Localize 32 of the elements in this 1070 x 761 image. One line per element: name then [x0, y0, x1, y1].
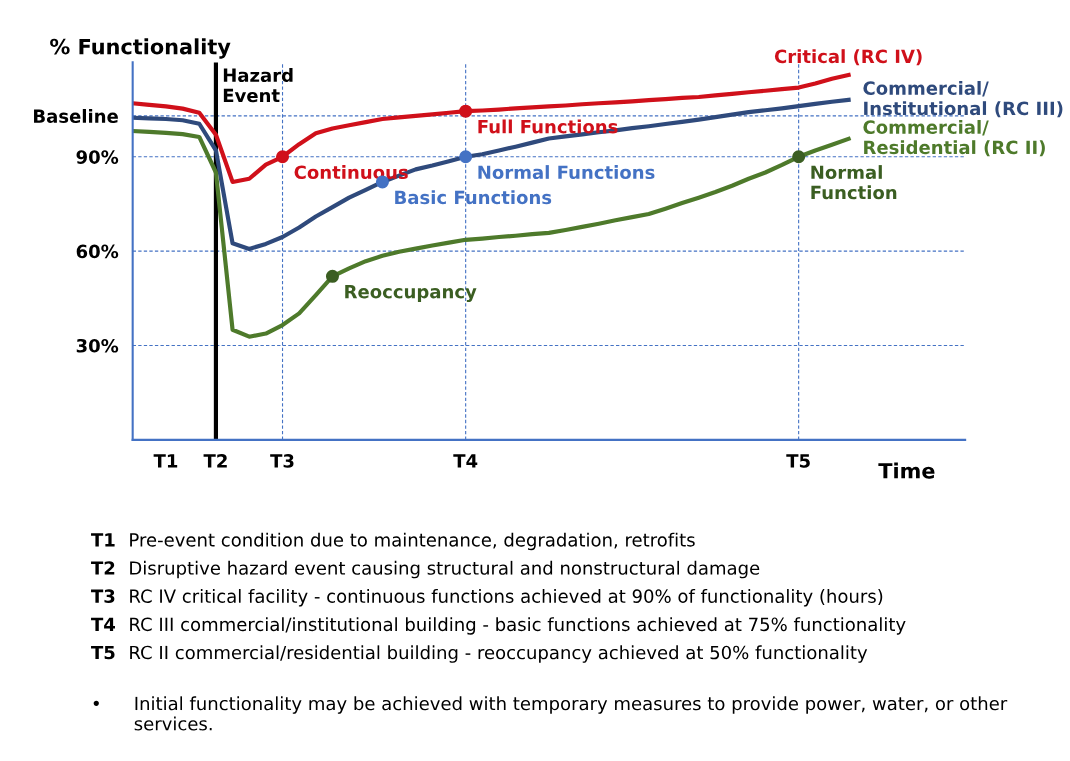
- y-tick-label: 60%: [76, 244, 119, 259]
- text: T2 Disruptive hazard event causing structural and nonstructural damage: [91, 560, 760, 579]
- text: T5 RC II commercial/residential building - reoccupancy achieved at 50% functionality: [91, 645, 868, 663]
- data-label: Normal Function: [811, 165, 897, 200]
- y-tick-label: 30%: [76, 338, 119, 353]
- x-axis-title: Time: [878, 462, 935, 479]
- x-tick-label: T2: [203, 454, 227, 468]
- y-axis-title: % Functionality: [50, 38, 231, 59]
- point: [459, 104, 473, 118]
- x-tick-label: T4: [453, 454, 478, 468]
- text: • Initial functionality may be achieved with temporary measures to provide power, water, or other services.: [93, 696, 1008, 731]
- y-tick-label: Baseline: [34, 109, 118, 123]
- text: T1 Pre-event condition due to maintenance, degradation, retrofits: [91, 532, 695, 551]
- text: T3 RC IV critical facility - continuous functions achieved at 90% of functionality (hours): [91, 589, 883, 607]
- ref-line-label: Hazard Event: [223, 68, 293, 103]
- point: [792, 150, 806, 164]
- data-label: Normal Functions: [478, 165, 655, 180]
- point: [276, 150, 290, 164]
- point: [325, 269, 339, 283]
- x-tick-label: T5: [786, 454, 810, 468]
- x-tick-label: T3: [270, 454, 294, 468]
- series-label: Commercial/ Residential (RC II): [863, 119, 1045, 157]
- data-label: Reoccupancy: [345, 285, 477, 303]
- data-label: Full Functions: [478, 119, 618, 134]
- y-tick-label: 90%: [76, 150, 119, 164]
- data-label: Continuous: [294, 165, 408, 180]
- text: T4 RC III commercial/institutional building - basic functions achieved at 75% functionality: [91, 617, 906, 635]
- point: [459, 150, 473, 164]
- data-label: Basic Functions: [395, 190, 552, 205]
- series-label: Critical (RC IV): [774, 49, 922, 66]
- x-tick-label: T1: [153, 454, 178, 468]
- series-label: Commercial/ Institutional (RC III): [863, 80, 1063, 118]
